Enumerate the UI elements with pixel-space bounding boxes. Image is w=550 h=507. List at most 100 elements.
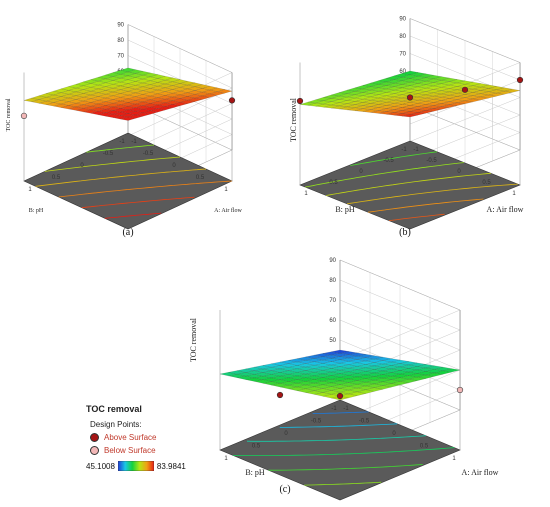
z-axis-title: TOC removal	[189, 317, 198, 362]
y-tick-label: 0	[392, 431, 396, 437]
design-point-above	[336, 392, 344, 400]
z-tick-label: 60	[399, 69, 406, 75]
surface-cell	[90, 107, 106, 112]
legend-title: TOC removal	[86, 404, 142, 414]
legend: TOC removal Design Points: Above Surface…	[86, 404, 201, 471]
surface-cell	[135, 94, 151, 99]
x-tick-label: -1	[131, 139, 137, 145]
surface-cell	[288, 372, 306, 376]
surface-cell	[119, 67, 137, 73]
floor-contour-line	[232, 447, 455, 456]
y-axis-title: B: pH	[245, 468, 265, 477]
surface-cell	[433, 76, 450, 81]
design-point-above	[228, 97, 236, 104]
surface-cell	[194, 84, 210, 89]
surface-cell	[305, 375, 323, 380]
z-tick-label: 90	[399, 17, 406, 23]
x-tick-label: -0.5	[103, 151, 114, 157]
surface-cell	[402, 70, 418, 75]
surface-cell	[331, 349, 349, 354]
surface-cell	[449, 79, 466, 84]
surface-cell	[357, 364, 375, 368]
surface-cell	[357, 371, 375, 375]
y-tick-label: -1	[119, 139, 125, 145]
colorbar-row: 45.1008 83.9841	[86, 461, 201, 471]
y-tick-label: -0.5	[426, 158, 437, 164]
surface-cell	[339, 378, 358, 383]
surface-cell	[135, 97, 151, 102]
y-tick-label: 1	[224, 187, 228, 193]
surface-cell	[202, 89, 218, 94]
surface-cell	[187, 97, 203, 102]
surface-cell	[150, 108, 166, 113]
x-tick-label: -0.5	[383, 158, 394, 164]
surface-cell	[496, 87, 513, 92]
surface-cell	[135, 105, 151, 110]
surface-cell	[149, 78, 166, 83]
z-tick-label: 70	[399, 52, 406, 58]
surface-cell	[305, 354, 323, 359]
surface-cell	[457, 80, 473, 85]
surface-cell	[46, 90, 62, 96]
surface-cell	[305, 358, 323, 362]
surface-cell	[348, 369, 366, 374]
floor-contour-line	[347, 183, 518, 205]
x-tick-label: 1	[304, 191, 308, 197]
z-tick-label: 80	[117, 38, 124, 44]
surface-cell	[279, 360, 298, 364]
surface-cell	[46, 94, 62, 99]
surface-cell	[399, 364, 418, 369]
surface-cell	[90, 96, 106, 101]
legend-above-row: Above Surface	[90, 433, 201, 442]
surface-cell	[279, 381, 298, 386]
surface-cell	[357, 389, 375, 394]
floor-contour-line	[44, 156, 181, 172]
surface-cell	[262, 363, 281, 368]
z-tick-label: 80	[399, 34, 406, 40]
surface-cell	[348, 376, 366, 381]
floor-contour-line	[86, 144, 155, 153]
surface-cell	[480, 84, 497, 89]
panel-label: (c)	[279, 484, 290, 495]
contour-floor	[299, 140, 521, 230]
below-surface-marker	[90, 446, 99, 455]
surface-cell	[314, 392, 332, 397]
surface-cell	[382, 358, 401, 363]
surface-cell	[339, 374, 358, 379]
surface-cell	[187, 82, 203, 87]
surface-cell	[339, 106, 356, 111]
colorbar	[117, 461, 154, 471]
above-surface-marker	[90, 433, 99, 442]
y-tick-label: -0.5	[359, 419, 370, 425]
surface-cell	[374, 374, 392, 379]
x-tick-label: 0	[80, 163, 84, 169]
surface-cell	[365, 372, 383, 377]
surface-cell	[472, 83, 489, 88]
x-tick-label: 0	[284, 431, 288, 437]
surface-cell	[314, 356, 332, 361]
y-axis-title: B: pH	[335, 205, 355, 214]
floor-contour-line	[388, 213, 445, 221]
floor-contour-line	[268, 464, 423, 471]
y-axis-title: B: pH	[29, 208, 44, 214]
y-tick-label: 0.5	[482, 180, 491, 186]
design-point-above	[296, 97, 304, 105]
surface-cell	[288, 365, 306, 369]
surface-cell	[374, 381, 392, 386]
surface-cell	[496, 90, 513, 95]
x-axis-title: A: Air flow	[214, 207, 242, 214]
surface-cell	[417, 73, 434, 78]
surface-cell	[464, 81, 481, 86]
z-tick-label: 50	[329, 338, 336, 344]
surface-cell	[322, 364, 341, 369]
z-tick-label: 90	[329, 258, 336, 264]
design-point-below	[456, 386, 464, 394]
surface-cell	[297, 356, 315, 361]
floor-contour-line	[304, 481, 382, 486]
floor-contour-line	[104, 212, 162, 219]
surface-cell	[187, 90, 203, 95]
surface-cell	[365, 355, 383, 360]
y-tick-label: 0	[172, 163, 176, 169]
